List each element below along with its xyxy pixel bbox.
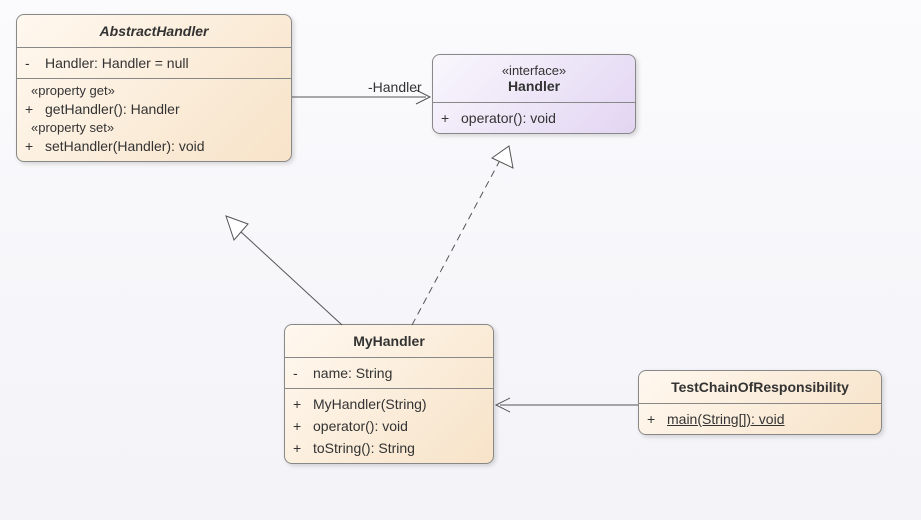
visibility: - bbox=[293, 362, 313, 384]
visibility: - bbox=[25, 52, 45, 74]
class-abstracthandler: AbstractHandler - Handler: Handler = nul… bbox=[16, 14, 292, 162]
operation-row: + toString(): String bbox=[293, 437, 485, 459]
operation-row: + setHandler(Handler): void bbox=[25, 135, 283, 157]
visibility: + bbox=[293, 393, 313, 415]
operation-row: + operator(): void bbox=[293, 415, 485, 437]
triangle-hollow-icon bbox=[492, 146, 513, 168]
edge-label: -Handler bbox=[368, 79, 422, 95]
visibility: + bbox=[293, 415, 313, 437]
attributes-section: - name: String bbox=[285, 357, 493, 388]
arrowhead-open-icon bbox=[496, 398, 510, 412]
class-title: «interface» Handler bbox=[433, 55, 635, 102]
class-myhandler: MyHandler - name: String + MyHandler(Str… bbox=[284, 324, 494, 464]
visibility: + bbox=[647, 408, 667, 430]
edge-my-to-abstract bbox=[240, 231, 342, 325]
stereotype: «interface» bbox=[439, 63, 629, 78]
operation-text: MyHandler(String) bbox=[313, 393, 485, 415]
stereotype-set: «property set» bbox=[25, 120, 283, 135]
operation-row: + operator(): void bbox=[441, 107, 627, 129]
visibility: + bbox=[293, 437, 313, 459]
operation-text: toString(): String bbox=[313, 437, 485, 459]
visibility: + bbox=[25, 135, 45, 157]
operations-section: + operator(): void bbox=[433, 102, 635, 133]
operation-row: + MyHandler(String) bbox=[293, 393, 485, 415]
class-title-text: AbstractHandler bbox=[100, 23, 209, 39]
operation-text: operator(): void bbox=[313, 415, 485, 437]
operation-text: setHandler(Handler): void bbox=[45, 135, 283, 157]
operation-text: main(String[]): void bbox=[667, 408, 873, 430]
attribute-text: Handler: Handler = null bbox=[45, 52, 283, 74]
attribute-text: name: String bbox=[313, 362, 485, 384]
operation-row: + main(String[]): void bbox=[647, 408, 873, 430]
operations-section: + main(String[]): void bbox=[639, 403, 881, 434]
class-title: TestChainOfResponsibility bbox=[639, 371, 881, 403]
attribute-row: - Handler: Handler = null bbox=[25, 52, 283, 74]
visibility: + bbox=[25, 98, 45, 120]
operation-row: + getHandler(): Handler bbox=[25, 98, 283, 120]
attributes-section: - Handler: Handler = null bbox=[17, 47, 291, 78]
stereotype-get: «property get» bbox=[25, 83, 283, 98]
class-title-text: TestChainOfResponsibility bbox=[671, 379, 849, 395]
class-title: MyHandler bbox=[285, 325, 493, 357]
class-title: AbstractHandler bbox=[17, 15, 291, 47]
class-testchainofresponsibility: TestChainOfResponsibility + main(String[… bbox=[638, 370, 882, 435]
operation-text: operator(): void bbox=[461, 107, 627, 129]
edge-my-to-handler bbox=[412, 162, 499, 325]
operation-text: getHandler(): Handler bbox=[45, 98, 283, 120]
triangle-hollow-icon bbox=[226, 216, 248, 240]
attribute-row: - name: String bbox=[293, 362, 485, 384]
visibility: + bbox=[441, 107, 461, 129]
class-title-text: MyHandler bbox=[353, 333, 425, 349]
arrowhead-open-icon bbox=[416, 90, 430, 104]
operations-section: «property get» + getHandler(): Handler «… bbox=[17, 78, 291, 161]
class-title-text: Handler bbox=[508, 78, 560, 94]
class-handler: «interface» Handler + operator(): void bbox=[432, 54, 636, 134]
operations-section: + MyHandler(String) + operator(): void +… bbox=[285, 388, 493, 463]
